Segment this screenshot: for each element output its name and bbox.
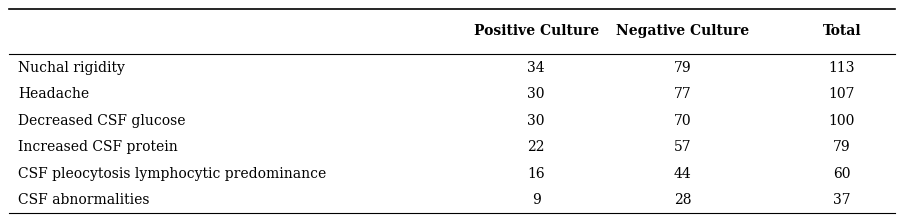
- Text: 100: 100: [828, 114, 854, 128]
- Text: Decreased CSF glucose: Decreased CSF glucose: [18, 114, 185, 128]
- Text: 60: 60: [833, 166, 850, 180]
- Text: 22: 22: [526, 140, 545, 154]
- Text: 70: 70: [673, 114, 691, 128]
- Text: 30: 30: [526, 114, 545, 128]
- Text: Positive Culture: Positive Culture: [473, 24, 598, 38]
- Text: Negative Culture: Negative Culture: [615, 24, 748, 38]
- Text: CSF abnormalities: CSF abnormalities: [18, 193, 149, 207]
- Text: 77: 77: [673, 87, 691, 101]
- Text: CSF pleocytosis lymphocytic predominance: CSF pleocytosis lymphocytic predominance: [18, 166, 326, 180]
- Text: 16: 16: [526, 166, 545, 180]
- Text: 37: 37: [832, 193, 850, 207]
- Text: 107: 107: [828, 87, 854, 101]
- Text: 113: 113: [828, 61, 854, 75]
- Text: 79: 79: [832, 140, 850, 154]
- Text: Total: Total: [822, 24, 861, 38]
- Text: 44: 44: [673, 166, 691, 180]
- Text: Increased CSF protein: Increased CSF protein: [18, 140, 178, 154]
- Text: 28: 28: [673, 193, 690, 207]
- Text: 57: 57: [673, 140, 691, 154]
- Text: Nuchal rigidity: Nuchal rigidity: [18, 61, 125, 75]
- Text: Headache: Headache: [18, 87, 88, 101]
- Text: 9: 9: [531, 193, 540, 207]
- Text: 34: 34: [526, 61, 545, 75]
- Text: 30: 30: [526, 87, 545, 101]
- Text: 79: 79: [673, 61, 691, 75]
